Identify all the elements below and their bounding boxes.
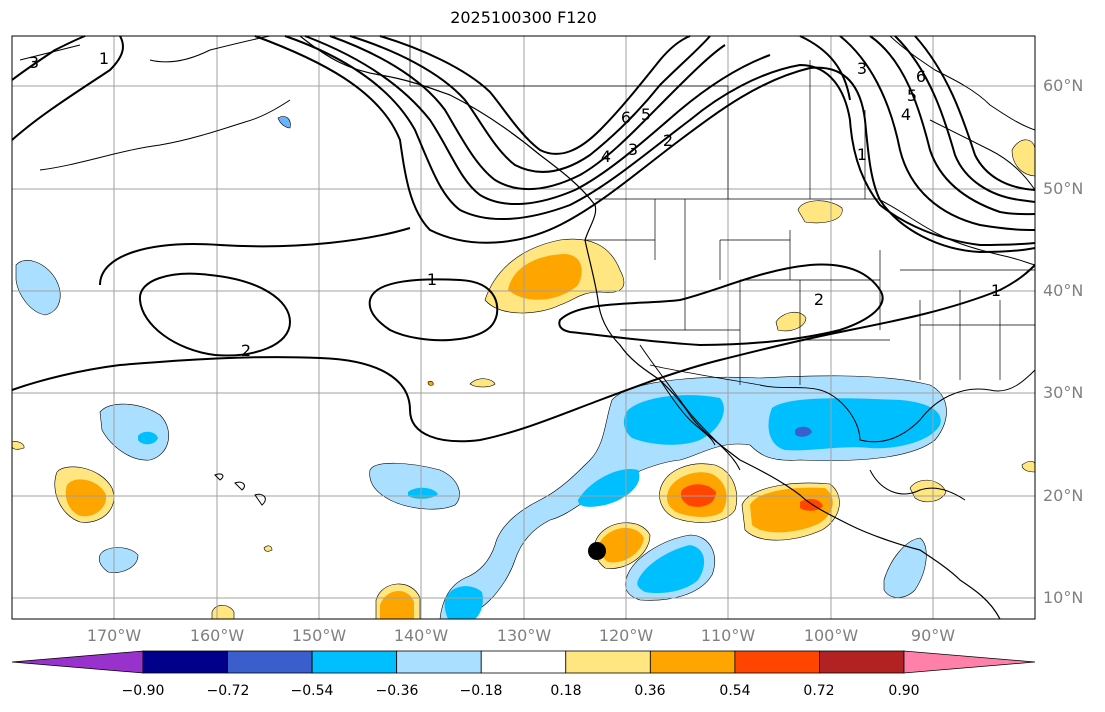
colorbar [11,650,1036,674]
lon-label: 100°W [803,626,859,645]
colorbar-segment [311,650,398,674]
colorbar-segment [396,650,482,674]
colorbar-segment [649,650,736,674]
colorbar-tick-label: 0.54 [719,683,751,699]
contour-label: 2 [814,290,824,309]
lat-label: 20°N [1043,486,1084,505]
colorbar-tick-label: 0.36 [634,683,666,699]
lat-label: 60°N [1043,76,1084,95]
colorbar-tick-label: −0.36 [375,683,419,699]
colorbar-tick-label: −0.54 [290,683,334,699]
lon-label: 140°W [393,626,449,645]
coastlines [19,35,1036,620]
lon-label: 150°W [291,626,347,645]
colorbar-tick-label: −0.72 [206,683,250,699]
lon-label: 130°W [496,626,552,645]
colorbar-extend-high [903,650,1036,674]
contour-label: 5 [641,105,651,124]
lon-label: 90°W [910,626,956,645]
contour-label: 4 [901,105,911,124]
contour-label: 1 [991,281,1001,300]
lon-label: 160°W [189,626,245,645]
map-frame [11,35,1036,620]
colorbar-tick-label: −0.90 [121,683,165,699]
contour-label: 4 [601,147,611,166]
contour-label: 3 [628,140,638,159]
colorbar-segment [480,650,567,674]
contours [11,35,1036,443]
contour-labels: 3 1 6 5 4 3 2 1 2 2 1 3 6 5 4 1 [29,49,1001,360]
colorbar-tick-label: 0.90 [888,683,920,699]
lat-label: 50°N [1043,179,1084,198]
colorbar-segment [227,650,313,674]
colorbar-segment [734,650,820,674]
storm-position-marker [588,542,606,560]
lon-label: 170°W [86,626,142,645]
map-title: 2025100300 F120 [450,8,597,27]
colorbar-segment [819,650,905,674]
contour-label: 6 [621,108,631,127]
contour-label: 3 [857,59,867,78]
colorbar-tick-label: −0.18 [459,683,503,699]
colorbar-extend-low [11,650,144,674]
lon-label: 120°W [598,626,654,645]
contour-label: 2 [663,131,673,150]
colorbar-tick-label: 0.72 [803,683,835,699]
contour-label: 2 [241,341,251,360]
contour-label: 1 [427,270,437,289]
colorbar-segment [142,650,228,674]
lat-label: 40°N [1043,281,1084,300]
lat-label: 10°N [1043,588,1084,607]
colorbar-tick-label: 0.18 [550,683,582,699]
colorbar-segment [565,650,651,674]
contour-label: 6 [916,67,926,86]
contour-label: 5 [907,86,917,105]
contour-label: 3 [29,53,39,72]
graticule [12,36,1035,619]
lat-label: 30°N [1043,383,1084,402]
contour-label: 1 [857,145,867,164]
contour-label: 1 [99,49,109,68]
lon-label: 110°W [700,626,756,645]
